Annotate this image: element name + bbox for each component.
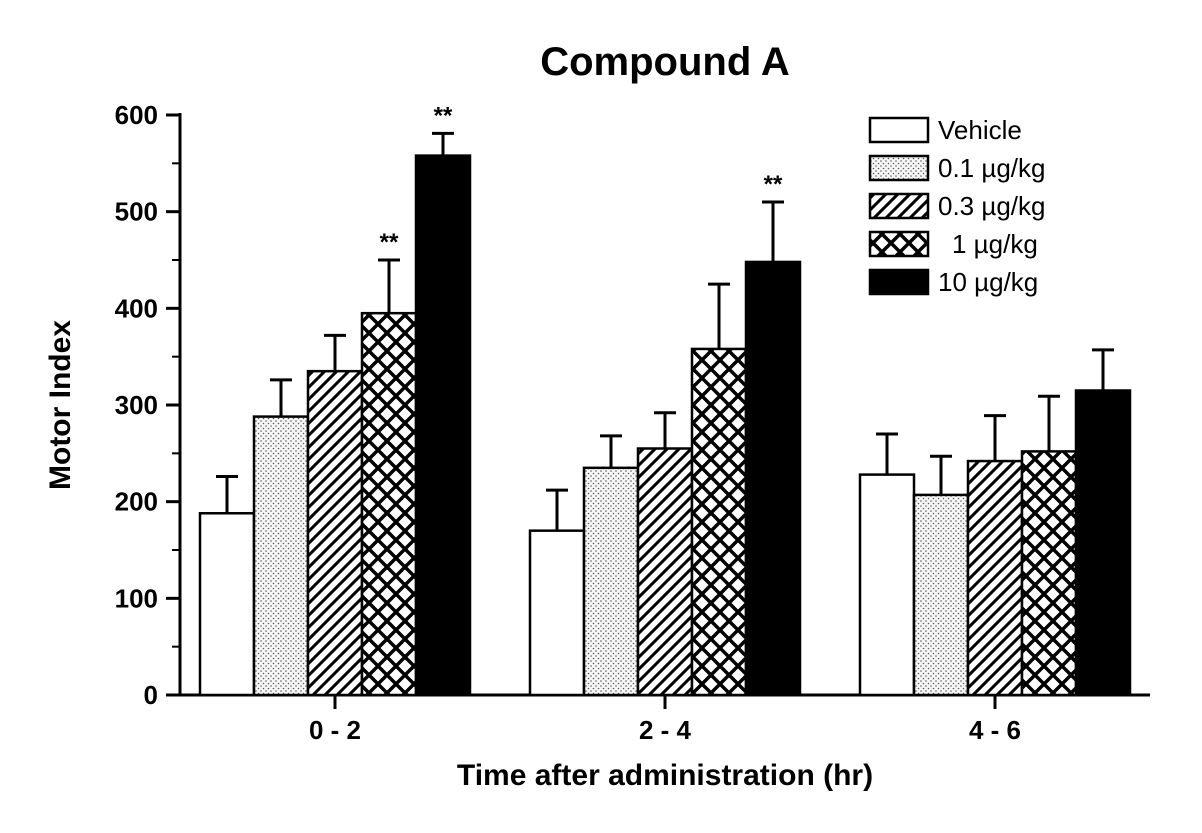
bar [914,495,968,695]
legend-label: 0.3 µg/kg [938,191,1046,221]
legend-swatch [870,270,928,294]
bar [860,475,914,695]
legend-label: 10 µg/kg [938,267,1038,297]
x-tick-label: 2 - 4 [639,715,692,745]
bar-chart: Compound A 0 100 200 300 400 500 600 Motor Index… [0,0,1202,833]
legend-swatch [870,194,928,218]
bar [692,349,746,695]
y-tick-label: 400 [115,293,158,323]
bar [200,513,254,695]
legend-swatch [870,118,928,142]
y-tick-label: 0 [144,680,158,710]
x-tick-label: 4 - 6 [969,715,1021,745]
y-tick-label: 500 [115,197,158,227]
legend-label: 1 µg/kg [952,229,1038,259]
bar [254,417,308,695]
y-tick-label: 200 [115,487,158,517]
significance-marker: ** [380,229,399,256]
bar [968,461,1022,695]
legend-label: 0.1 µg/kg [938,153,1046,183]
significance-marker: ** [764,171,783,198]
bar [416,156,470,695]
bar [1076,391,1130,696]
bar [584,468,638,695]
bar [530,531,584,695]
y-axis-label: Motor Index [44,320,77,490]
legend-label: Vehicle [938,115,1022,145]
bar [746,262,800,695]
legend-swatch [870,232,928,256]
bar [1022,451,1076,695]
chart-container: Compound A 0 100 200 300 400 500 600 Motor Index… [0,0,1202,833]
chart-title: Compound A [540,40,790,84]
y-tick-label: 100 [115,583,158,613]
bar [308,371,362,695]
bar [638,449,692,696]
y-tick-label: 600 [115,100,158,130]
x-tick-label: 0 - 2 [309,715,361,745]
significance-marker: ** [434,102,453,129]
bar [362,313,416,695]
legend-swatch [870,156,928,180]
x-axis-label: Time after administration (hr) [457,759,873,792]
y-tick-label: 300 [115,390,158,420]
